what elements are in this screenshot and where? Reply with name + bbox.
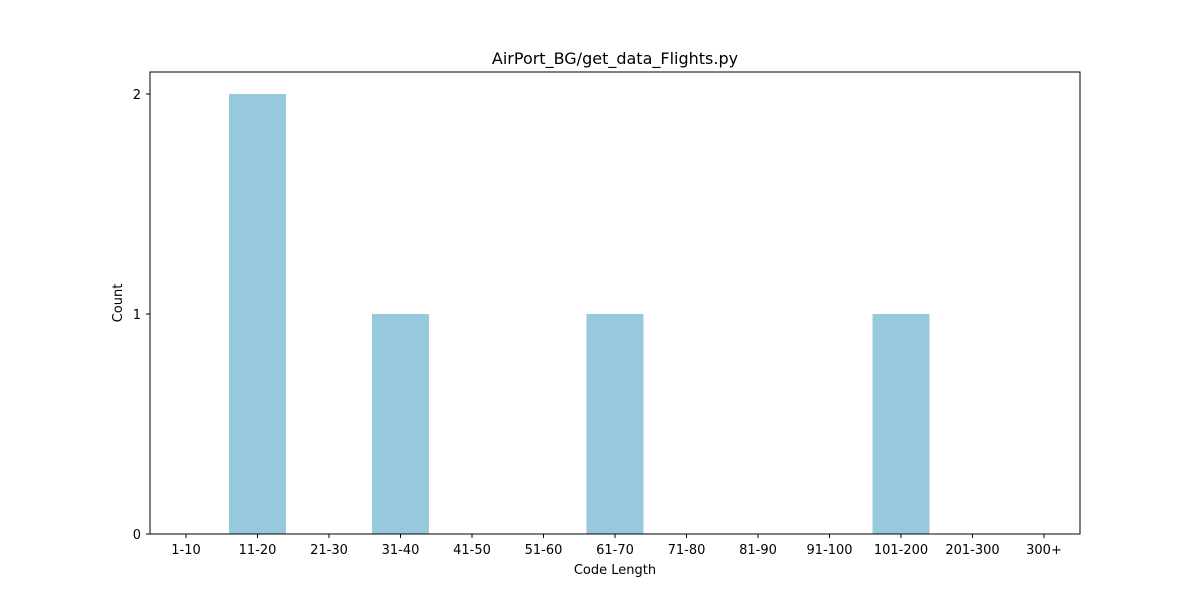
y-axis-label: Count xyxy=(111,284,126,323)
bar-11-20 xyxy=(229,94,286,534)
x-tick-label: 51-60 xyxy=(525,543,563,558)
chart-title: AirPort_BG/get_data_Flights.py xyxy=(492,49,738,69)
bars-group xyxy=(229,94,930,534)
x-axis-label: Code Length xyxy=(574,563,656,578)
y-tick-label: 1 xyxy=(133,308,141,323)
x-tick-label: 71-80 xyxy=(668,543,706,558)
x-tick-label: 91-100 xyxy=(806,543,852,558)
x-tick-label: 31-40 xyxy=(382,543,420,558)
x-tick-label: 81-90 xyxy=(739,543,777,558)
y-axis-ticks: 0 1 2 xyxy=(133,88,150,543)
bar-31-40 xyxy=(372,314,429,534)
x-tick-label: 201-300 xyxy=(945,543,999,558)
x-tick-label: 1-10 xyxy=(171,543,201,558)
y-tick-label: 2 xyxy=(133,88,141,103)
x-axis-ticks: 1-10 11-20 21-30 31-40 41-50 51-60 61-70 71-80 8… xyxy=(171,534,1062,558)
x-tick-label: 101-200 xyxy=(874,543,928,558)
bar-101-200 xyxy=(872,314,930,534)
x-tick-label: 41-50 xyxy=(453,543,491,558)
bar-61-70 xyxy=(586,314,644,534)
y-tick-label: 0 xyxy=(133,528,141,543)
x-tick-label: 21-30 xyxy=(310,543,348,558)
x-tick-label: 61-70 xyxy=(596,543,634,558)
x-tick-label: 300+ xyxy=(1026,543,1062,558)
x-tick-label: 11-20 xyxy=(239,543,277,558)
